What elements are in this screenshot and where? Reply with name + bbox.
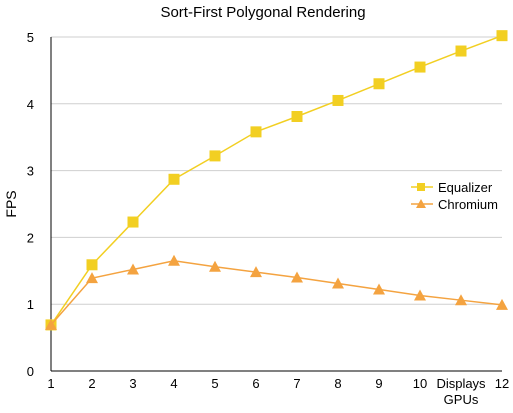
data-point bbox=[250, 266, 262, 278]
legend-label: Equalizer bbox=[438, 180, 493, 195]
x-tick-label: 5 bbox=[211, 376, 218, 391]
data-point bbox=[127, 216, 139, 228]
y-tick-label: 1 bbox=[27, 297, 34, 312]
data-point bbox=[414, 289, 426, 301]
legend-item-chromium: Chromium bbox=[411, 197, 498, 212]
grid-lines bbox=[51, 36, 502, 305]
data-point bbox=[86, 259, 98, 271]
data-point bbox=[127, 263, 139, 275]
data-point bbox=[250, 126, 262, 138]
x-tick-label: 9 bbox=[375, 376, 382, 391]
x-tick-label: Displays GPUs bbox=[436, 376, 486, 407]
x-tick-label: 10 bbox=[413, 376, 427, 391]
legend-label: Chromium bbox=[438, 197, 498, 212]
x-tick-label: 3 bbox=[129, 376, 136, 391]
y-tick-label: 3 bbox=[27, 164, 34, 179]
chart-title: Sort-First Polygonal Rendering bbox=[160, 4, 365, 21]
series-chromium bbox=[45, 254, 508, 330]
data-point bbox=[373, 78, 385, 90]
series-line bbox=[50, 34, 503, 326]
data-point bbox=[455, 294, 467, 306]
series-layer bbox=[45, 30, 508, 331]
data-point bbox=[291, 110, 303, 122]
data-point bbox=[373, 283, 385, 295]
data-point bbox=[209, 150, 221, 162]
data-point bbox=[496, 298, 508, 310]
x-tick-label: 12 bbox=[495, 376, 509, 391]
data-point bbox=[45, 318, 57, 330]
x-tick-label: 7 bbox=[293, 376, 300, 391]
x-tick-label: 8 bbox=[334, 376, 341, 391]
data-point bbox=[332, 94, 344, 106]
data-point bbox=[455, 45, 467, 57]
legend: Equalizer Chromium bbox=[411, 180, 498, 212]
x-tick-label: 2 bbox=[88, 376, 95, 391]
data-point bbox=[209, 260, 221, 272]
series-line bbox=[50, 260, 503, 326]
data-point bbox=[496, 30, 508, 42]
y-tick-label: 5 bbox=[27, 30, 34, 45]
legend-marker bbox=[417, 183, 425, 191]
y-tick-label: 4 bbox=[27, 97, 34, 112]
data-point bbox=[168, 173, 180, 185]
data-point bbox=[168, 254, 180, 266]
y-axis-label: FPS bbox=[3, 190, 19, 217]
data-point bbox=[414, 61, 426, 73]
legend-marker bbox=[416, 199, 426, 208]
x-tick-label: 6 bbox=[252, 376, 259, 391]
axes bbox=[50, 37, 502, 372]
series-equalizer bbox=[45, 30, 508, 331]
legend-item-equalizer: Equalizer bbox=[411, 180, 493, 195]
data-point bbox=[291, 271, 303, 283]
x-tick-label: 4 bbox=[170, 376, 177, 391]
data-point bbox=[86, 272, 98, 284]
data-point bbox=[332, 277, 344, 289]
x-tick-label: 1 bbox=[47, 376, 54, 391]
y-tick-labels: 0 1 2 3 4 5 bbox=[27, 30, 34, 379]
y-tick-label: 0 bbox=[27, 364, 34, 379]
y-tick-label: 2 bbox=[27, 230, 34, 245]
